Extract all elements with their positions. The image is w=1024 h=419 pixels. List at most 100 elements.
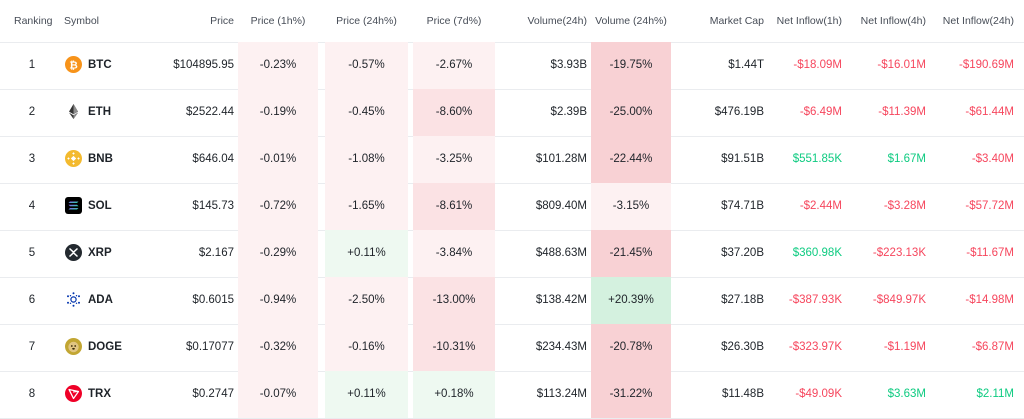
- net-inflow-1h: -$6.49M: [799, 106, 842, 118]
- price-7d-cell-bg: [413, 89, 495, 136]
- price-7d-pct: -2.67%: [435, 59, 473, 71]
- coin-symbol[interactable]: XRP: [88, 247, 112, 259]
- market-cap: $27.18B: [721, 294, 764, 306]
- header-price[interactable]: Price: [210, 15, 234, 27]
- coin-symbol[interactable]: DOGE: [88, 341, 122, 353]
- price-1h-cell-bg: [238, 183, 318, 230]
- header-price-7d[interactable]: Price (7d%): [426, 15, 482, 27]
- volume-24h-pct: +20.39%: [608, 294, 654, 306]
- header-price-24h[interactable]: Price (24h%): [336, 15, 397, 27]
- price-24h-pct: -0.45%: [348, 106, 385, 118]
- sol-icon: [65, 197, 82, 214]
- price-24h-cell-bg: [325, 42, 408, 89]
- table-row[interactable]: 1 ₿ BTC $104895.95 -0.23% -0.57% -2.67% $3.93B -…: [0, 42, 1024, 90]
- volume-pct-cell-bg: [591, 324, 671, 371]
- price-7d-pct: -13.00%: [432, 294, 476, 306]
- price-1h-pct: -0.19%: [259, 106, 297, 118]
- coin-symbol[interactable]: ETH: [88, 106, 111, 118]
- net-inflow-1h: -$18.09M: [793, 59, 842, 71]
- net-inflow-1h: -$49.09K: [795, 388, 842, 400]
- net-inflow-24h: $2.11M: [976, 388, 1014, 400]
- net-inflow-24h: -$61.44M: [965, 106, 1014, 118]
- header-volume-24h-pct[interactable]: Volume (24h%): [595, 15, 667, 27]
- header-market-cap[interactable]: Market Cap: [709, 15, 764, 27]
- coin-symbol[interactable]: BTC: [88, 59, 112, 71]
- net-inflow-24h: -$11.67M: [966, 247, 1014, 259]
- ada-icon: [65, 291, 82, 308]
- header-symbol[interactable]: Symbol: [64, 15, 100, 27]
- volume-24h: $138.42M: [535, 294, 587, 306]
- net-inflow-1h: $360.98K: [792, 247, 842, 259]
- price-1h-cell-bg: [238, 136, 318, 183]
- header-volume-24h[interactable]: Volume(24h): [527, 15, 587, 27]
- table-row[interactable]: 3 BNB $646.04 -0.01% -1.08% -3.25% $101.28M -22…: [0, 136, 1024, 184]
- rank: 1: [28, 59, 36, 71]
- rank: 8: [28, 388, 36, 400]
- price-1h-cell-bg: [238, 42, 318, 89]
- volume-24h: $2.39B: [550, 106, 587, 118]
- volume-pct-cell-bg: [591, 42, 671, 89]
- price-7d-cell-bg: [413, 230, 495, 277]
- net-inflow-24h: -$6.87M: [971, 341, 1014, 353]
- price: $104895.95: [173, 59, 234, 71]
- coin-symbol[interactable]: TRX: [88, 388, 111, 400]
- coin-symbol[interactable]: SOL: [88, 200, 112, 212]
- volume-24h-pct: -25.00%: [609, 106, 653, 118]
- table-header: Ranking Symbol Price Price (1h%) Price (…: [0, 0, 1024, 43]
- header-net-inflow-1h[interactable]: Net Inflow(1h): [776, 15, 842, 27]
- volume-24h: $3.93B: [550, 59, 587, 71]
- volume-pct-cell-bg: [591, 371, 671, 418]
- net-inflow-4h: -$223.13K: [872, 247, 926, 259]
- header-net-inflow-24h[interactable]: Net Inflow(24h): [942, 15, 1014, 27]
- market-cap: $1.44T: [728, 59, 764, 71]
- price-7d-pct: -10.31%: [432, 341, 476, 353]
- svg-text:₿: ₿: [69, 59, 78, 71]
- price: $0.17077: [186, 341, 234, 353]
- table-row[interactable]: 4 SOL $145.73 -0.72% -1.65% -8.61% $809.40M -3.…: [0, 183, 1024, 231]
- table-row[interactable]: 8 TRX $0.2747 -0.07% +0.11% +0.18% $113.24M -31…: [0, 371, 1024, 419]
- price-7d-pct: -8.60%: [435, 106, 473, 118]
- table-row[interactable]: 5 XRP $2.167 -0.29% +0.11% -3.84% $488.63M -21.…: [0, 230, 1024, 278]
- price-24h-cell-bg: [325, 230, 408, 277]
- table-row[interactable]: 6 ADA $0.6015 -0.94% -2.50% -13.00% $138.42M +2…: [0, 277, 1024, 325]
- price-24h-cell-bg: [325, 136, 408, 183]
- price-24h-pct: -2.50%: [348, 294, 385, 306]
- net-inflow-24h: -$57.72M: [965, 200, 1014, 212]
- price-24h-pct: -1.08%: [348, 153, 385, 165]
- price-1h-pct: -0.07%: [259, 388, 297, 400]
- doge-icon: [65, 338, 82, 355]
- volume-pct-cell-bg: [591, 183, 671, 230]
- net-inflow-1h: -$2.44M: [799, 200, 842, 212]
- volume-24h: $113.24M: [536, 388, 587, 400]
- net-inflow-1h: $551.85K: [792, 153, 842, 165]
- volume-24h-pct: -20.78%: [609, 341, 653, 353]
- header-price-1h[interactable]: Price (1h%): [250, 15, 306, 27]
- coin-symbol[interactable]: BNB: [88, 153, 113, 165]
- table-row[interactable]: 7 DOGE $0.17077 -0.32% -0.16% -10.31% $234.43M…: [0, 324, 1024, 372]
- net-inflow-4h: $1.67M: [887, 153, 926, 165]
- coin-symbol[interactable]: ADA: [88, 294, 113, 306]
- net-inflow-4h: -$3.28M: [883, 200, 926, 212]
- volume-24h-pct: -19.75%: [609, 59, 653, 71]
- price: $2.167: [198, 247, 234, 259]
- net-inflow-4h: -$1.19M: [883, 341, 926, 353]
- volume-24h: $101.28M: [535, 153, 587, 165]
- volume-24h-pct: -22.44%: [609, 153, 653, 165]
- price-1h-pct: -0.23%: [259, 59, 297, 71]
- price-24h-cell-bg: [325, 183, 408, 230]
- net-inflow-4h: -$16.01M: [877, 59, 926, 71]
- volume-pct-cell-bg: [591, 277, 671, 324]
- market-cap: $74.71B: [721, 200, 764, 212]
- net-inflow-4h: -$849.97K: [872, 294, 926, 306]
- market-cap: $37.20B: [721, 247, 764, 259]
- net-inflow-1h: -$387.93K: [788, 294, 842, 306]
- rank: 3: [28, 153, 36, 165]
- header-net-inflow-4h[interactable]: Net Inflow(4h): [860, 15, 926, 27]
- header-ranking[interactable]: Ranking: [14, 15, 53, 27]
- price: $646.04: [192, 153, 234, 165]
- net-inflow-1h: -$323.97K: [788, 341, 842, 353]
- price-7d-cell-bg: [413, 42, 495, 89]
- table-row[interactable]: 2 ETH $2522.44 -0.19% -0.45% -8.60% $2.39B -25.…: [0, 89, 1024, 137]
- volume-24h-pct: -21.45%: [609, 247, 653, 259]
